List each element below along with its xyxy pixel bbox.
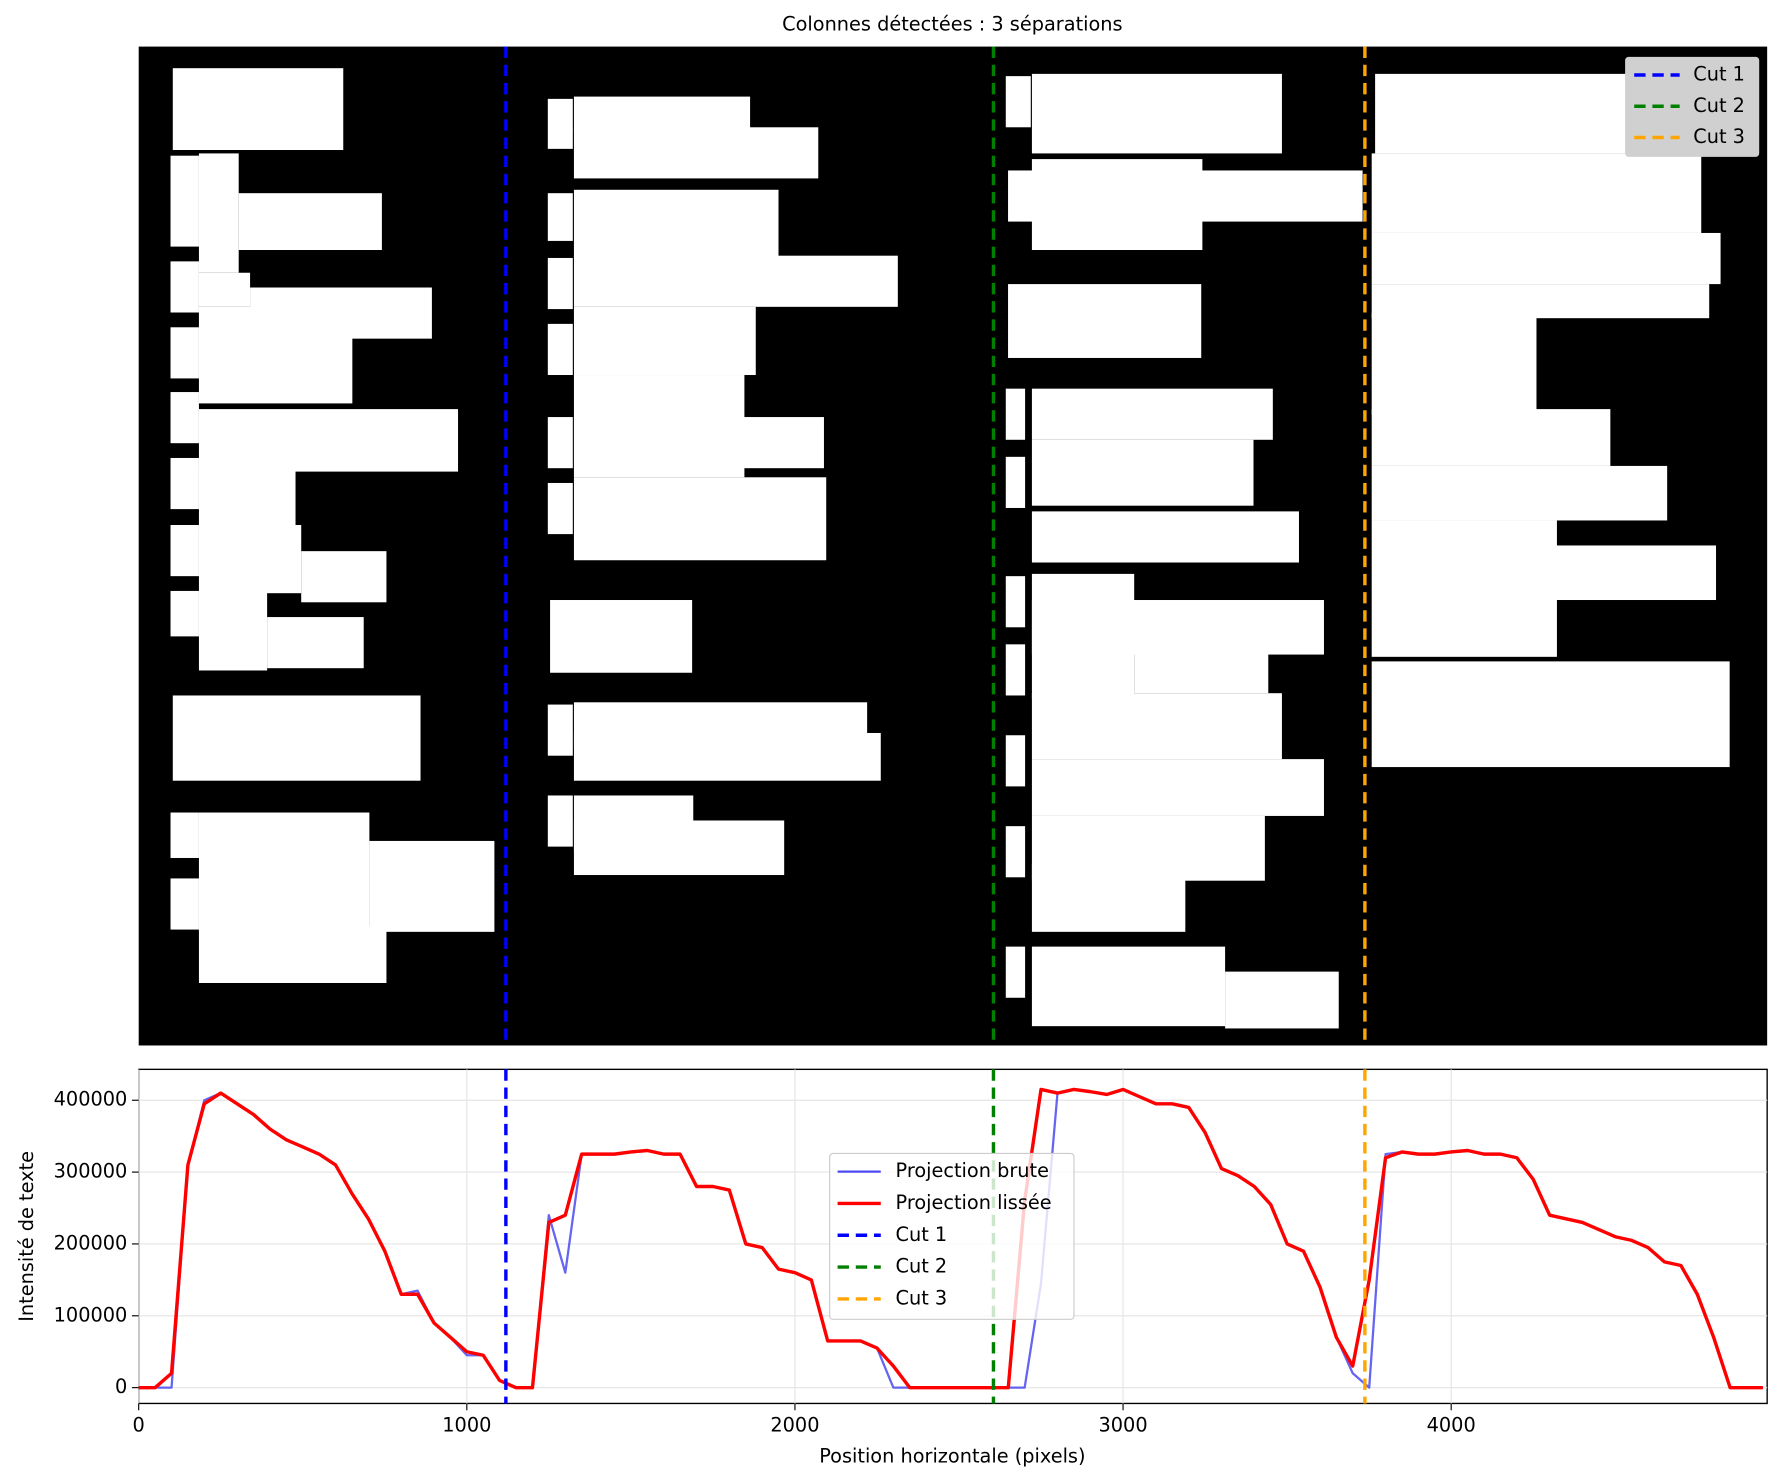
x-axis-label: Position horizontale (pixels) (819, 1444, 1085, 1467)
x-tick-label: 1000 (442, 1414, 491, 1437)
legend-label: Cut 3 (896, 1286, 948, 1309)
legend-box (829, 1152, 1075, 1320)
legend-label: Cut 3 (1693, 125, 1745, 148)
legend-label: Projection lissée (896, 1191, 1052, 1214)
legend-label: Projection brute (896, 1159, 1049, 1182)
y-tick-label: 0 (115, 1375, 127, 1398)
x-tick-label: 4000 (1427, 1414, 1476, 1437)
legend-label: Cut 2 (896, 1255, 948, 1278)
y-tick-label: 200000 (54, 1231, 128, 1254)
chart-title: Colonnes détectées : 3 séparations (782, 13, 1122, 36)
series-line (138, 1087, 1763, 1390)
legend-label: Cut 2 (1693, 94, 1745, 117)
legend-label: Cut 1 (1693, 63, 1745, 86)
y-axis-label: Intensité de texte (15, 1151, 38, 1322)
x-tick-label: 2000 (770, 1414, 819, 1437)
y-tick-label: 400000 (54, 1088, 128, 1111)
x-tick-label: 3000 (1099, 1414, 1148, 1437)
text-blobs (170, 68, 1730, 1029)
y-tick-label: 100000 (54, 1303, 128, 1326)
legend-box (1625, 56, 1760, 157)
y-tick-label: 300000 (54, 1160, 128, 1183)
x-tick-label: 0 (133, 1414, 145, 1437)
legend-label: Cut 1 (896, 1223, 948, 1246)
